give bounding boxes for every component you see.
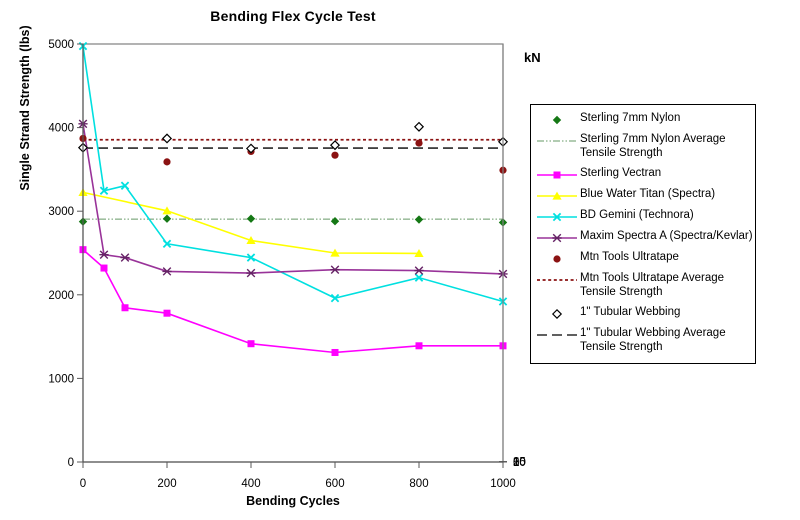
x-axis-tick-label: 800 [409, 478, 428, 490]
data-point-marker [414, 273, 424, 282]
y-axis-tick-label: 1000 [48, 373, 74, 385]
legend-item: Sterling 7mm Nylon Average Tensile Stren… [537, 133, 753, 160]
legend-item: BD Gemini (Technora) [537, 209, 753, 223]
data-point-marker [331, 151, 339, 159]
data-point-marker [245, 143, 257, 154]
legend-item: Sterling Vectran [537, 167, 753, 181]
data-point-marker [330, 265, 340, 275]
secondary-axis-tick-label: 0 [513, 457, 519, 469]
data-point-marker [163, 309, 171, 317]
legend-item-label: Maxim Spectra A (Spectra/Kevlar) [580, 230, 753, 242]
legend-item: Blue Water Titan (Spectra) [537, 188, 753, 202]
data-point-marker [551, 308, 563, 320]
y-axis-label: Single Strand Strength (lbs) [18, 25, 32, 191]
data-point-marker [414, 215, 424, 224]
legend-item: Mtn Tools Ultratape Average Tensile Stre… [537, 272, 753, 299]
plot-frame [82, 43, 504, 463]
data-point-marker [330, 293, 340, 303]
legend-marker-icon [537, 212, 577, 222]
legend-marker-icon [537, 233, 577, 243]
y-axis-tick-label: 5000 [48, 39, 74, 51]
x-axis-tick-label: 400 [241, 478, 260, 490]
legend-item: Maxim Spectra A (Spectra/Kevlar) [537, 230, 753, 244]
data-point-marker [413, 121, 425, 132]
legend-item: 1" Tubular Webbing Average Tensile Stren… [537, 327, 753, 354]
x-axis-tick-label: 200 [157, 478, 176, 490]
legend-marker-icon [551, 308, 563, 320]
data-point-marker [163, 158, 171, 166]
y-axis-tick-label: 0 [68, 457, 74, 469]
data-point-marker [329, 140, 341, 151]
data-point-marker [120, 253, 130, 262]
data-point-marker [553, 171, 561, 179]
data-point-marker [330, 217, 340, 226]
data-point-marker [161, 133, 173, 144]
data-point-marker [246, 236, 256, 245]
data-point-marker [552, 191, 562, 200]
legend-item-label: Sterling 7mm Nylon [580, 112, 681, 124]
legend-marker-icon [537, 334, 577, 336]
data-point-marker [247, 340, 255, 348]
y-axis-tick-label: 3000 [48, 206, 74, 218]
legend-item: Mtn Tools Ultratape [537, 251, 753, 265]
data-point-marker [552, 115, 562, 125]
secondary-axis-label: kN [524, 50, 541, 65]
legend-item-label: Mtn Tools Ultratape [580, 251, 679, 263]
secondary-axis-tick-label: 15 [513, 457, 526, 469]
legend-item-label: Sterling Vectran [580, 167, 662, 179]
data-point-marker [415, 139, 423, 147]
series-line [82, 45, 504, 303]
y-axis-tick-label: 2000 [48, 290, 74, 302]
legend-item-label: 1" Tubular Webbing [580, 306, 681, 318]
data-point-marker [246, 253, 256, 262]
x-axis-tick-label: 600 [325, 478, 344, 490]
legend: Sterling 7mm Nylon Sterling 7mm Nylon Ave… [530, 104, 756, 364]
legend-marker-icon [537, 140, 577, 142]
legend-item-label: Sterling 7mm Nylon Average Tensile Stren… [580, 133, 726, 159]
legend-marker-icon [537, 191, 577, 200]
legend-item-label: 1" Tubular Webbing Average Tensile Stren… [580, 327, 726, 353]
legend-marker-icon [537, 171, 577, 179]
data-point-marker [162, 267, 172, 276]
data-point-marker [121, 304, 129, 312]
data-point-marker [99, 186, 109, 195]
series-line [82, 249, 503, 354]
x-axis-label: Bending Cycles [246, 494, 340, 508]
legend-marker-icon [552, 115, 562, 125]
data-point-marker [162, 206, 172, 215]
data-point-marker [553, 255, 561, 263]
legend-item-label: Mtn Tools Ultratape Average Tensile Stre… [580, 272, 725, 298]
legend-item: Sterling 7mm Nylon [537, 112, 753, 126]
data-point-marker [414, 266, 424, 275]
chart-title: Bending Flex Cycle Test [210, 8, 376, 24]
data-point-marker [330, 248, 340, 257]
data-point-marker [552, 212, 562, 222]
x-axis-tick-label: 0 [80, 478, 86, 490]
series-line [82, 123, 504, 275]
data-point-marker [99, 250, 109, 259]
legend-marker-icon [537, 279, 577, 281]
legend-marker-icon [553, 255, 561, 263]
data-point-marker [331, 348, 339, 356]
x-axis-tick-label: 1000 [490, 478, 516, 490]
secondary-axis-tick-label: 20 [513, 457, 526, 469]
data-point-marker [414, 249, 424, 258]
legend-item: 1" Tubular Webbing [537, 306, 753, 320]
data-point-marker [120, 181, 130, 190]
data-point-marker [100, 264, 108, 272]
data-point-marker [246, 268, 256, 278]
data-point-marker [162, 239, 172, 249]
data-point-marker [415, 342, 423, 350]
secondary-axis-tick-label: 10 [513, 457, 526, 469]
secondary-axis-tick-label: 5 [513, 457, 519, 469]
legend-item-label: Blue Water Titan (Spectra) [580, 188, 716, 200]
data-point-marker [552, 233, 562, 243]
data-point-marker [246, 214, 256, 223]
legend-item-label: BD Gemini (Technora) [580, 209, 694, 221]
data-point-marker [162, 214, 172, 223]
y-axis-tick-label: 4000 [48, 123, 74, 135]
